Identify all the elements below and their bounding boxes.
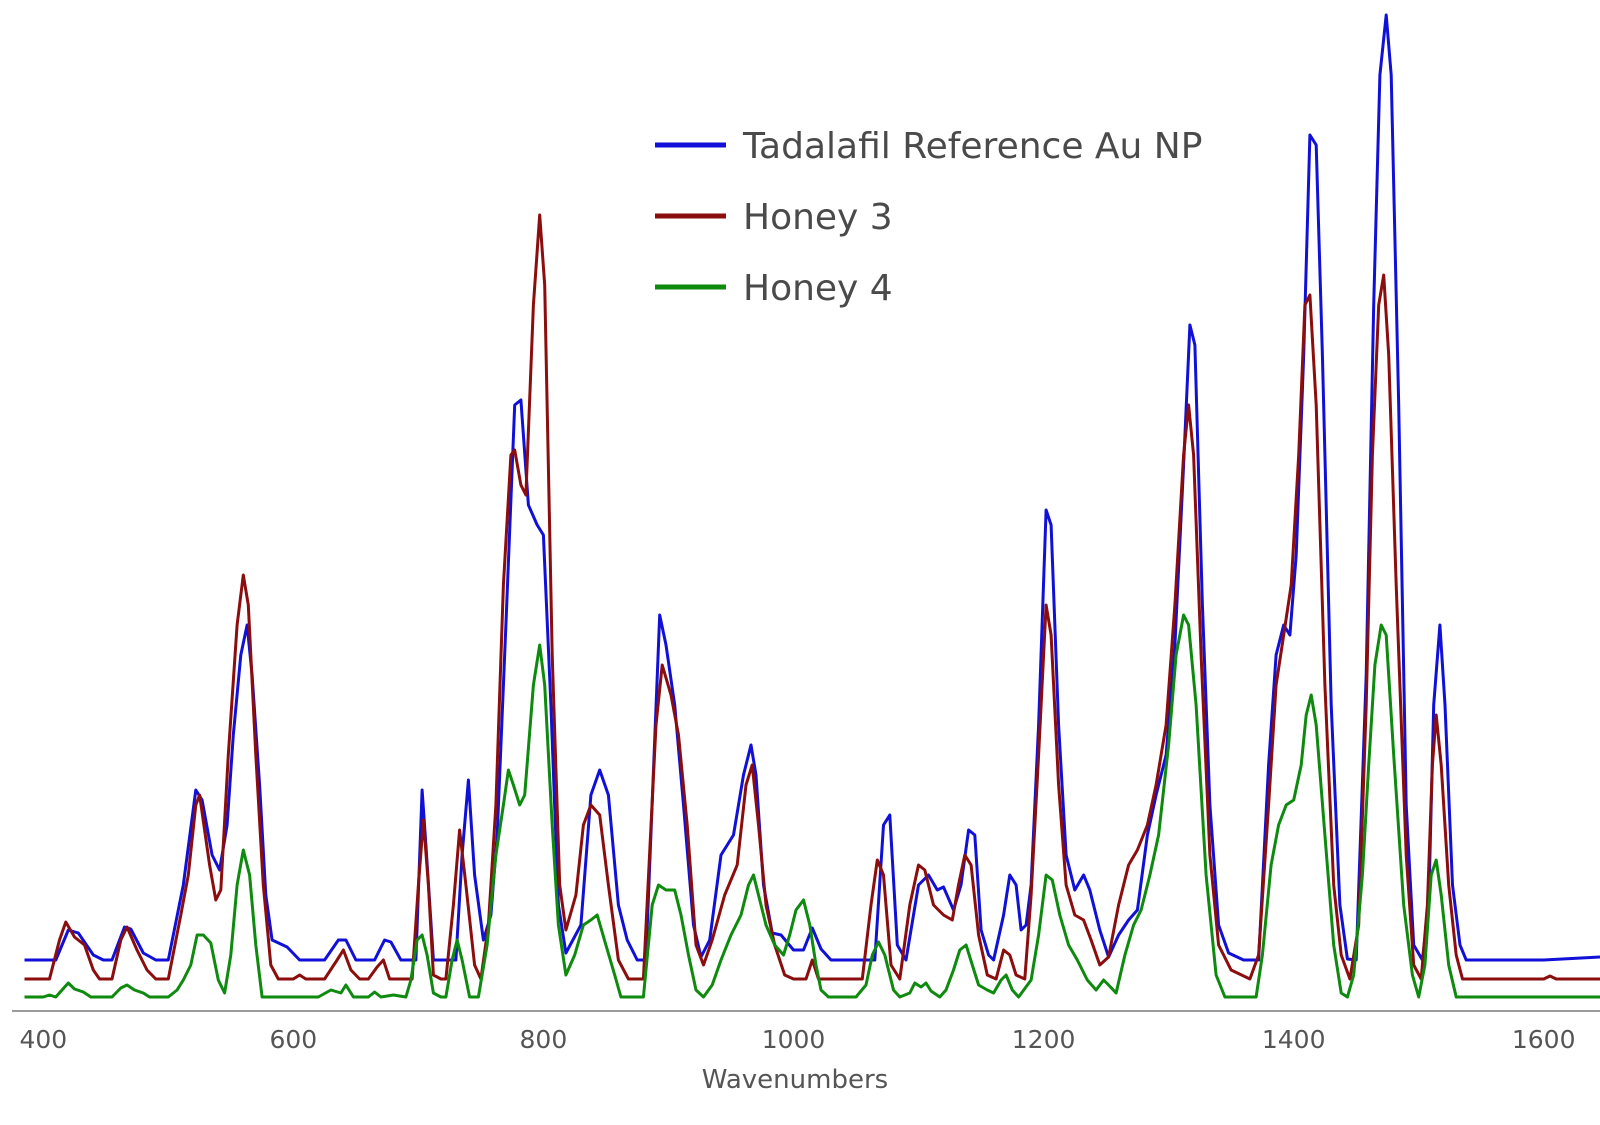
legend: Tadalafil Reference Au NP Honey 3 Honey 4 <box>655 126 1202 309</box>
x-tick-label: 400 <box>19 1025 67 1054</box>
legend-label-1: Tadalafil Reference Au NP <box>742 126 1202 167</box>
x-tick-label: 600 <box>269 1025 317 1054</box>
series-line-2 <box>24 213 1600 981</box>
x-axis-ticks: 400 600 800 1000 1200 1400 1600 <box>19 1025 1575 1054</box>
legend-label-3: Honey 4 <box>743 268 893 309</box>
x-tick-label: 1600 <box>1512 1025 1576 1054</box>
series-line-3 <box>24 613 1600 999</box>
x-axis-title: Wavenumbers <box>702 1065 888 1095</box>
series-layer <box>24 13 1600 999</box>
x-tick-label: 800 <box>520 1025 568 1054</box>
x-tick-label: 1200 <box>1012 1025 1076 1054</box>
x-tick-label: 1000 <box>762 1025 826 1054</box>
legend-label-2: Honey 3 <box>743 197 893 238</box>
x-tick-label: 1400 <box>1262 1025 1326 1054</box>
series-line-1 <box>24 13 1600 962</box>
